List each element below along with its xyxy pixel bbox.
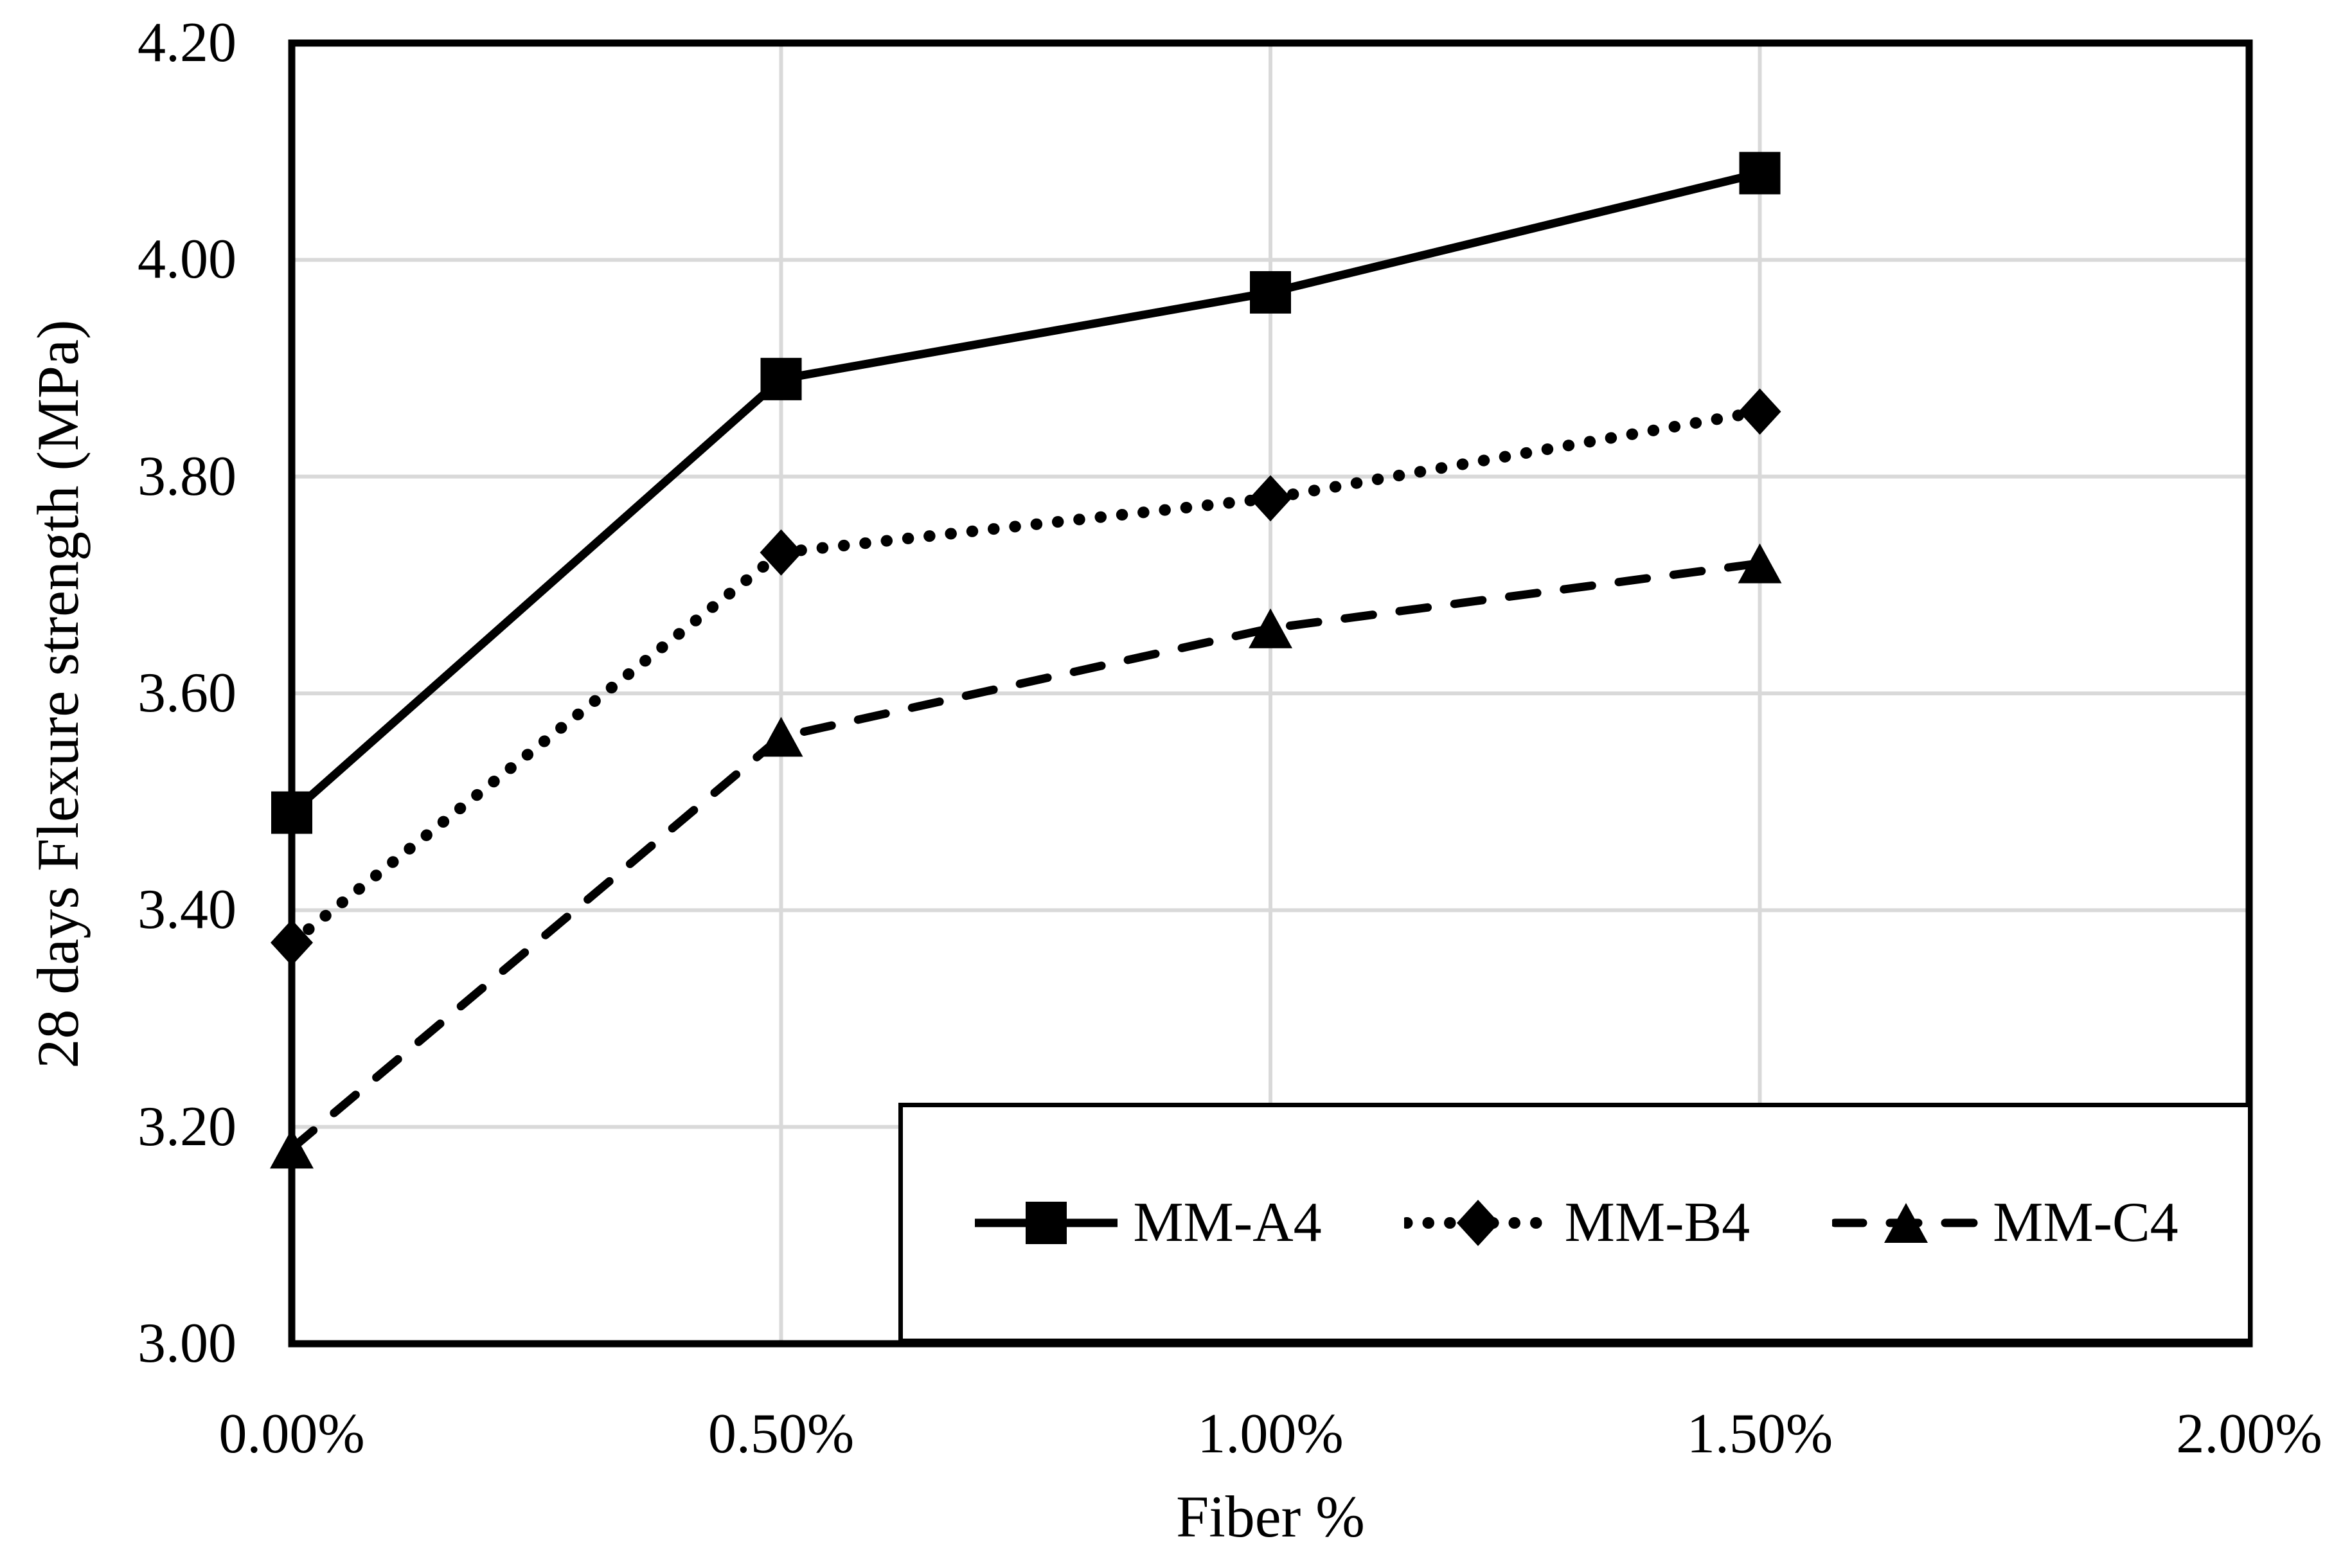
x-tick-label: 0.00% (218, 1403, 365, 1465)
triangle-marker (270, 1128, 314, 1169)
legend-label: MM-A4 (1133, 1191, 1322, 1254)
y-tick-label: 3.60 (138, 662, 236, 724)
series-line-MM-C4 (287, 559, 1764, 1153)
plot-border (288, 39, 2253, 1348)
x-axis-title: Fiber % (1176, 1484, 1365, 1549)
legend-entry-MM-A4: MM-A4 (972, 1191, 1322, 1254)
diamond-marker (271, 919, 313, 966)
square-marker (1739, 152, 1781, 195)
legend-entry-MM-C4: MM-C4 (1832, 1194, 2178, 1252)
square-marker (760, 357, 802, 400)
y-tick-label: 3.80 (138, 445, 236, 508)
series-line-MM-A4 (289, 169, 1761, 816)
y-tick-label: 3.20 (138, 1095, 236, 1158)
legend-sample-dashed-line (1832, 1203, 1981, 1243)
square-marker (1250, 271, 1291, 314)
legend-sample-dotted-line (1403, 1200, 1552, 1246)
diamond-marker (760, 529, 803, 576)
triangle-marker (759, 717, 803, 757)
diamond-marker (1738, 388, 1781, 435)
legend-label: MM-B4 (1564, 1191, 1750, 1254)
legend-label: MM-C4 (1993, 1191, 2178, 1254)
y-tick-label: 4.20 (138, 12, 236, 74)
legend: MM-A4 MM-B4 MM-C4 (898, 1103, 2252, 1343)
y-tick-label: 4.00 (138, 228, 236, 291)
legend-sample-solid-line (975, 1202, 1118, 1244)
square-marker (271, 791, 312, 834)
y-axis-title: 28 days Flexure strength (MPa) (25, 319, 91, 1069)
y-tick-label: 3.40 (138, 878, 236, 941)
y-tick-label: 3.00 (138, 1312, 236, 1375)
diamond-marker (1249, 475, 1292, 522)
square-marker (1026, 1202, 1067, 1244)
series-line-MM-B4 (286, 405, 1766, 949)
diamond-marker (1456, 1200, 1499, 1246)
triangle-marker (1884, 1203, 1929, 1243)
x-tick-label: 2.00% (2176, 1403, 2322, 1465)
x-tick-label: 1.00% (1197, 1403, 1344, 1465)
x-tick-label: 0.50% (708, 1403, 855, 1465)
x-tick-label: 1.50% (1686, 1403, 1833, 1465)
triangle-marker (1249, 608, 1292, 648)
triangle-marker (1738, 543, 1782, 584)
legend-entry-MM-B4: MM-B4 (1403, 1191, 1750, 1254)
